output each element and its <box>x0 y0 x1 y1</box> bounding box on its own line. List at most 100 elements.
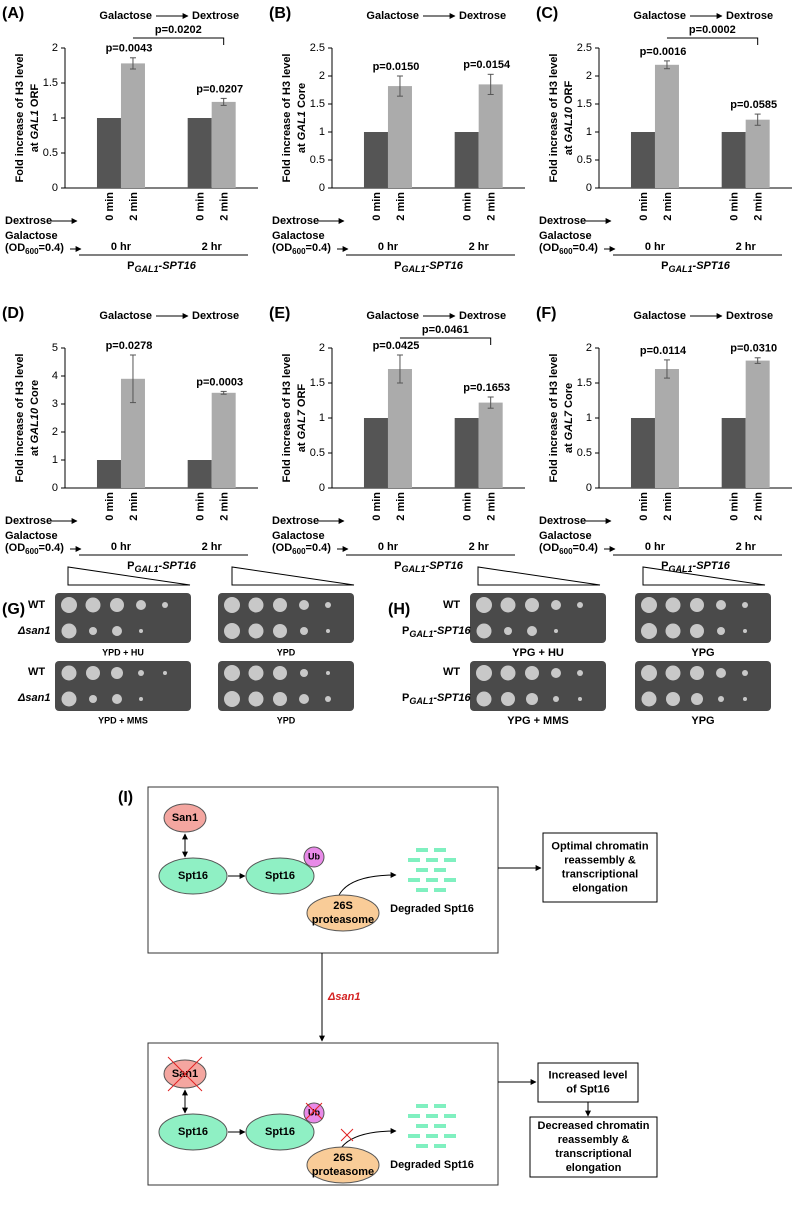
header-from: Galactose <box>366 10 419 22</box>
spot <box>136 600 146 610</box>
spot <box>476 691 492 707</box>
y-axis-label-part: at <box>29 446 41 456</box>
strain-label-part: GAL1 <box>409 696 433 706</box>
x-tick-label: 0 min <box>462 192 474 221</box>
strain-label-part: P <box>394 560 401 572</box>
row-label: (OD600=0.4) <box>5 242 64 256</box>
bar <box>211 101 236 188</box>
p-value: p=0.0310 <box>730 343 777 355</box>
y-tick-label: 0.5 <box>310 447 325 459</box>
spot <box>500 665 516 681</box>
spot <box>273 666 287 680</box>
panel-label: (E) <box>269 305 290 322</box>
p-value: p=0.1653 <box>463 382 510 394</box>
cross <box>340 1128 354 1142</box>
y-tick-label: 1 <box>319 126 325 138</box>
strain-label-part: GAL1 <box>402 564 426 574</box>
row-label: (OD600=0.4) <box>539 542 598 556</box>
spot <box>527 626 537 636</box>
degraded-fragment <box>416 1104 428 1108</box>
row-label: Galactose <box>5 230 58 242</box>
y-tick-label: 2 <box>586 342 592 354</box>
spot <box>61 623 77 639</box>
y-axis-label-part: ORF <box>29 84 41 108</box>
spot <box>273 598 287 612</box>
degraded-fragment <box>416 848 428 852</box>
spot <box>163 671 167 675</box>
spot <box>525 598 539 612</box>
group-label: 0 hr <box>645 541 666 553</box>
row-label-part: 600 <box>25 547 39 556</box>
san1-node <box>163 803 207 833</box>
strain-label-part: P <box>394 260 401 272</box>
strain-label: PGAL1-SPT16 <box>394 560 464 574</box>
plate-label: YPD + HU <box>102 647 144 657</box>
strain-label-part: -SPT16 <box>693 260 731 272</box>
y-tick-label: 1 <box>52 112 58 124</box>
spot <box>717 627 725 635</box>
outcome-text: elongation <box>572 882 628 894</box>
plate-label: YPG <box>691 647 714 659</box>
outcome-text: reassembly & <box>558 1134 630 1146</box>
y-axis-label: at GAL7 Core <box>563 383 575 453</box>
y-tick-label: 1 <box>586 412 592 424</box>
dilution-triangle <box>642 566 766 586</box>
x-tick-label: 0 min <box>638 492 650 521</box>
panel-label: (H) <box>388 601 410 618</box>
spt16-node <box>245 1113 315 1151</box>
group-label: 0 hr <box>378 541 399 553</box>
degraded-fragment <box>434 1144 446 1148</box>
p-value: p=0.0043 <box>106 43 153 55</box>
p-value: p=0.0016 <box>640 46 687 58</box>
spot <box>743 697 747 701</box>
dilution-triangle <box>477 566 601 586</box>
spot <box>139 697 143 701</box>
y-tick-label: 1 <box>52 454 58 466</box>
y-axis-label: at GAL10 Core <box>29 380 41 456</box>
y-tick-label: 2.5 <box>577 42 592 54</box>
spot <box>641 623 657 639</box>
spot <box>641 665 657 681</box>
strain-label-part: GAL1 <box>409 629 433 639</box>
outcome-text: Optimal chromatin <box>551 840 648 852</box>
row-label: Dextrose <box>5 215 52 227</box>
bar <box>387 369 412 488</box>
spot <box>85 597 101 613</box>
spot <box>248 623 264 639</box>
strain-label: PGAL1-SPT16 <box>661 560 731 574</box>
row-label: (OD600=0.4) <box>539 242 598 256</box>
strain-label-part: P <box>661 560 668 572</box>
degraded-fragment <box>444 1134 456 1138</box>
x-tick-label: 0 min <box>371 492 383 521</box>
degraded-fragment <box>408 878 420 882</box>
y-axis-label-part: GAL10 <box>563 106 575 142</box>
x-tick-label: 2 min <box>128 492 140 521</box>
plate-label: YPD <box>277 647 296 657</box>
x-tick-label: 0 min <box>195 492 207 521</box>
spt16-node <box>245 857 315 895</box>
bar <box>120 63 145 188</box>
spot <box>525 666 539 680</box>
y-tick-label: 2 <box>586 70 592 82</box>
group-label: 2 hr <box>469 241 490 253</box>
bar <box>96 460 121 488</box>
spot <box>61 691 77 707</box>
x-tick-label: 2 min <box>395 492 407 521</box>
row-label: Dextrose <box>539 515 586 527</box>
strain-label: PGAL1-SPT16 <box>661 260 731 274</box>
proteasome-label: 26S <box>333 900 353 912</box>
bracket-p-value: p=0.0461 <box>422 324 469 336</box>
panel-label: (D) <box>2 305 24 322</box>
y-axis-label-part: Core <box>563 383 575 408</box>
row-label-part: 600 <box>559 547 573 556</box>
row-label-part: =0.4) <box>573 242 599 254</box>
bar <box>363 132 388 188</box>
spot <box>89 627 97 635</box>
group-label: 0 hr <box>111 541 132 553</box>
group-label: 0 hr <box>645 241 666 253</box>
strain-label: WT <box>443 666 460 678</box>
strain-label: PGAL1-SPT16 <box>394 260 464 274</box>
bar <box>630 132 655 188</box>
spot <box>526 693 538 705</box>
outcome-box <box>537 1062 639 1103</box>
